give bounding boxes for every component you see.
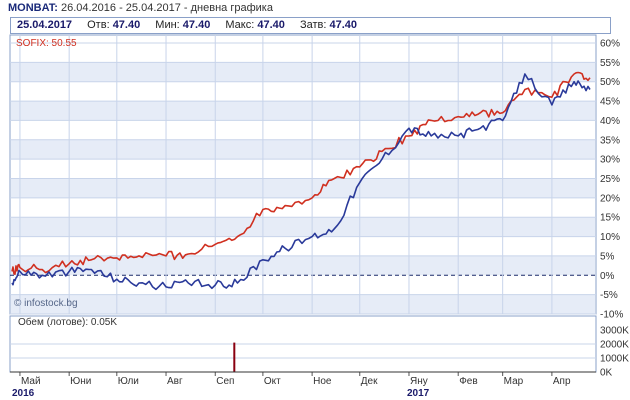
- y-tick-label: 20%: [600, 193, 620, 204]
- month-label: Юни: [70, 376, 91, 387]
- y-tick-label: 25%: [600, 174, 620, 185]
- volume-bar: [233, 342, 236, 372]
- y-tick-label: 45%: [600, 97, 620, 108]
- year-label: 2017: [407, 388, 430, 399]
- volume-tick-label: 0K: [600, 368, 613, 379]
- high-value: 47.40: [257, 19, 285, 31]
- close-value: 47.40: [329, 19, 358, 31]
- high-label: Макс:: [225, 19, 255, 31]
- low-value: 47.40: [182, 19, 211, 31]
- month-label: Фев: [459, 376, 477, 387]
- y-tick-label: -10%: [600, 310, 623, 321]
- month-label: Мар: [504, 376, 524, 387]
- y-tick-label: 10%: [600, 232, 620, 243]
- y-tick-label: 55%: [600, 58, 620, 69]
- month-label: Сеп: [216, 376, 234, 387]
- info-date: 25.04.2017: [17, 19, 73, 31]
- y-tick-label: -5%: [600, 290, 618, 301]
- open-value: 47.40: [112, 19, 141, 31]
- watermark: © infostock.bg: [14, 298, 78, 309]
- monbat-series-line: [11, 73, 591, 291]
- y-tick-label: 30%: [600, 155, 620, 166]
- grid-band: [11, 255, 595, 276]
- grid-band: [11, 294, 595, 314]
- month-label: Май: [21, 376, 41, 387]
- y-tick-label: 40%: [600, 116, 620, 127]
- grid-band: [11, 217, 595, 237]
- y-tick-label: 60%: [600, 39, 620, 50]
- close-label: Затв:: [299, 19, 327, 31]
- year-label: 2016: [12, 388, 35, 399]
- volume-tick-label: 3000K: [600, 326, 629, 337]
- month-label: Ное: [313, 376, 332, 387]
- volume-legend: Обем (лотове): 0.05K: [18, 316, 117, 328]
- y-tick-label: 35%: [600, 135, 620, 146]
- month-label: Юли: [118, 376, 139, 387]
- y-tick-label: 15%: [600, 213, 620, 224]
- grid-band: [11, 101, 595, 121]
- low-label: Мин:: [155, 19, 180, 31]
- open-label: Отв:: [87, 19, 110, 31]
- y-tick-label: 5%: [600, 251, 615, 262]
- price-grid: [10, 35, 596, 315]
- month-label: Авг: [167, 376, 183, 387]
- ohlc-info-bar: 25.04.2017 Отв: 47.40 Мин: 47.40 Макс: 4…: [10, 17, 611, 34]
- chart-title: MONBAT: 26.04.2016 - 25.04.2017 - дневна…: [8, 2, 273, 16]
- month-label: Яну: [410, 376, 428, 387]
- volume-panel-background: [9, 315, 597, 373]
- stock-symbol: MONBAT:: [8, 2, 58, 14]
- month-label: Окт: [264, 376, 281, 387]
- month-label: Дек: [361, 376, 378, 387]
- price-panel-background: [9, 34, 597, 315]
- y-tick-label: 50%: [600, 77, 620, 88]
- chart-period: 26.04.2016 - 25.04.2017 - дневна графика: [60, 2, 273, 14]
- grid-band: [11, 62, 595, 82]
- month-label: Апр: [553, 376, 571, 387]
- volume-bars: [233, 342, 236, 372]
- volume-tick-label: 1000K: [600, 354, 629, 365]
- grid-band: [11, 139, 595, 160]
- series-layer: [11, 71, 591, 291]
- volume-tick-label: 2000K: [600, 340, 629, 351]
- sofix-series-line: [11, 71, 591, 275]
- grid-band: [11, 178, 595, 198]
- axes: 60% 55% 50% 45% 40% 35% 30% 25% 20% 15% 10% 5% 0% -5%…: [10, 39, 629, 399]
- y-tick-label: 0%: [600, 271, 615, 282]
- sofix-legend: SOFIX: 50.55: [16, 38, 77, 49]
